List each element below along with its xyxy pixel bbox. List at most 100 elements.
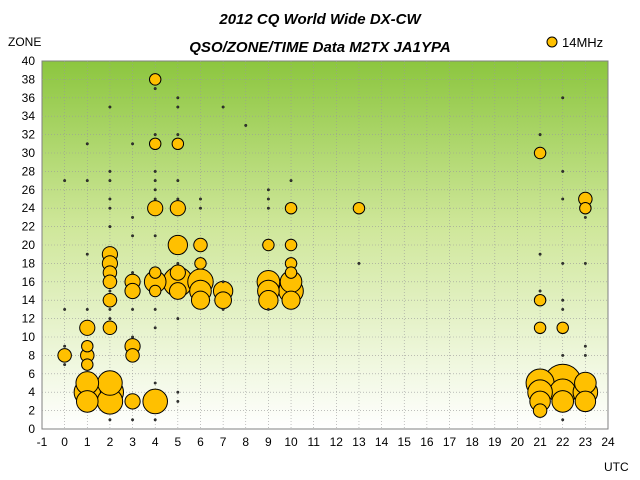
- y-tick-label: 6: [28, 367, 35, 381]
- data-point: [131, 142, 135, 146]
- data-point: [579, 201, 592, 215]
- grid: [42, 61, 608, 429]
- x-tick-label: 4: [152, 435, 159, 449]
- data-point: [221, 280, 225, 284]
- y-tick-label: 32: [22, 128, 36, 142]
- legend-marker: [546, 36, 558, 48]
- x-tick-label: 3: [129, 435, 136, 449]
- y-tick-label: 20: [22, 238, 36, 252]
- y-tick-label: 0: [28, 422, 35, 436]
- data-point: [561, 261, 565, 265]
- data-point: [153, 87, 157, 91]
- data-point: [193, 237, 208, 253]
- data-point: [538, 133, 542, 137]
- data-point: [63, 179, 67, 183]
- data-point: [102, 274, 118, 290]
- data-point: [199, 197, 202, 201]
- data-point: [561, 298, 565, 302]
- data-point: [176, 197, 180, 201]
- data-point: [131, 271, 135, 275]
- data-point: [561, 307, 565, 311]
- data-point: [153, 197, 157, 201]
- data-point: [176, 317, 180, 321]
- data-point: [176, 96, 180, 100]
- data-point: [124, 282, 141, 300]
- x-tick-label: 6: [197, 435, 204, 449]
- data-point: [538, 252, 542, 256]
- data-point: [108, 317, 112, 321]
- x-tick-label: 19: [488, 435, 502, 449]
- y-tick-label: 22: [22, 220, 36, 234]
- data-point: [574, 390, 597, 413]
- data-point: [262, 238, 275, 252]
- data-point: [561, 96, 565, 100]
- data-point: [357, 261, 361, 265]
- data-point: [153, 418, 157, 422]
- data-point: [561, 418, 565, 422]
- data-point: [108, 197, 112, 201]
- data-point: [108, 289, 112, 293]
- x-tick-label: 24: [601, 435, 615, 449]
- x-tick-label: 21: [533, 435, 547, 449]
- data-point: [142, 388, 168, 415]
- data-point: [102, 292, 118, 308]
- data-point: [214, 291, 232, 310]
- data-point: [124, 393, 141, 410]
- data-point: [102, 320, 118, 336]
- data-point: [281, 290, 301, 310]
- data-point: [199, 206, 202, 210]
- x-tick-label: 8: [242, 435, 249, 449]
- data-point: [153, 133, 157, 137]
- data-point: [533, 293, 547, 307]
- data-point: [352, 201, 366, 215]
- legend: 14MHz: [546, 35, 603, 50]
- x-axis-label: UTC: [604, 460, 629, 474]
- x-tick-label: 22: [556, 435, 570, 449]
- data-point: [153, 234, 157, 238]
- data-points: [57, 73, 599, 422]
- data-point: [583, 344, 587, 348]
- data-point: [81, 339, 94, 353]
- data-point: [533, 321, 547, 335]
- x-tick-label: 20: [511, 435, 525, 449]
- x-tick-labels: -1 0 1 2 3 4 5 6 7 8 9 10 11 12 13 14 15 16 17 18 19 20 21 22 23…: [37, 435, 615, 449]
- data-point: [266, 206, 270, 210]
- data-point: [75, 390, 99, 413]
- data-point: [171, 137, 185, 151]
- data-point: [266, 188, 270, 192]
- data-point: [153, 326, 157, 330]
- data-point: [85, 179, 89, 183]
- y-tick-label: 16: [22, 275, 36, 289]
- data-point: [561, 353, 565, 357]
- x-tick-label: 23: [579, 435, 593, 449]
- data-point: [258, 290, 279, 311]
- data-point: [153, 307, 157, 311]
- x-tick-label: -1: [37, 435, 48, 449]
- data-point: [169, 264, 186, 281]
- data-point: [284, 201, 298, 215]
- data-point: [190, 290, 211, 310]
- data-point: [153, 381, 157, 385]
- data-point: [108, 105, 112, 109]
- data-point: [561, 197, 565, 201]
- data-point: [532, 403, 548, 418]
- data-point: [176, 399, 180, 403]
- y-tick-label: 12: [22, 312, 36, 326]
- data-point: [583, 261, 587, 265]
- data-point: [85, 252, 89, 256]
- data-point: [284, 266, 298, 279]
- data-point: [538, 289, 542, 293]
- x-tick-label: 14: [375, 435, 389, 449]
- data-point: [168, 282, 187, 300]
- data-point: [148, 137, 162, 151]
- data-point: [131, 418, 135, 422]
- y-tick-label: 4: [28, 385, 35, 399]
- y-tick-label: 30: [22, 146, 36, 160]
- x-tick-label: 12: [330, 435, 344, 449]
- data-point: [85, 307, 89, 311]
- chart-title: 2012 CQ World Wide DX-CW: [218, 11, 422, 28]
- data-point: [176, 390, 180, 394]
- data-point: [266, 197, 270, 201]
- data-point: [148, 266, 162, 279]
- data-point: [266, 307, 270, 311]
